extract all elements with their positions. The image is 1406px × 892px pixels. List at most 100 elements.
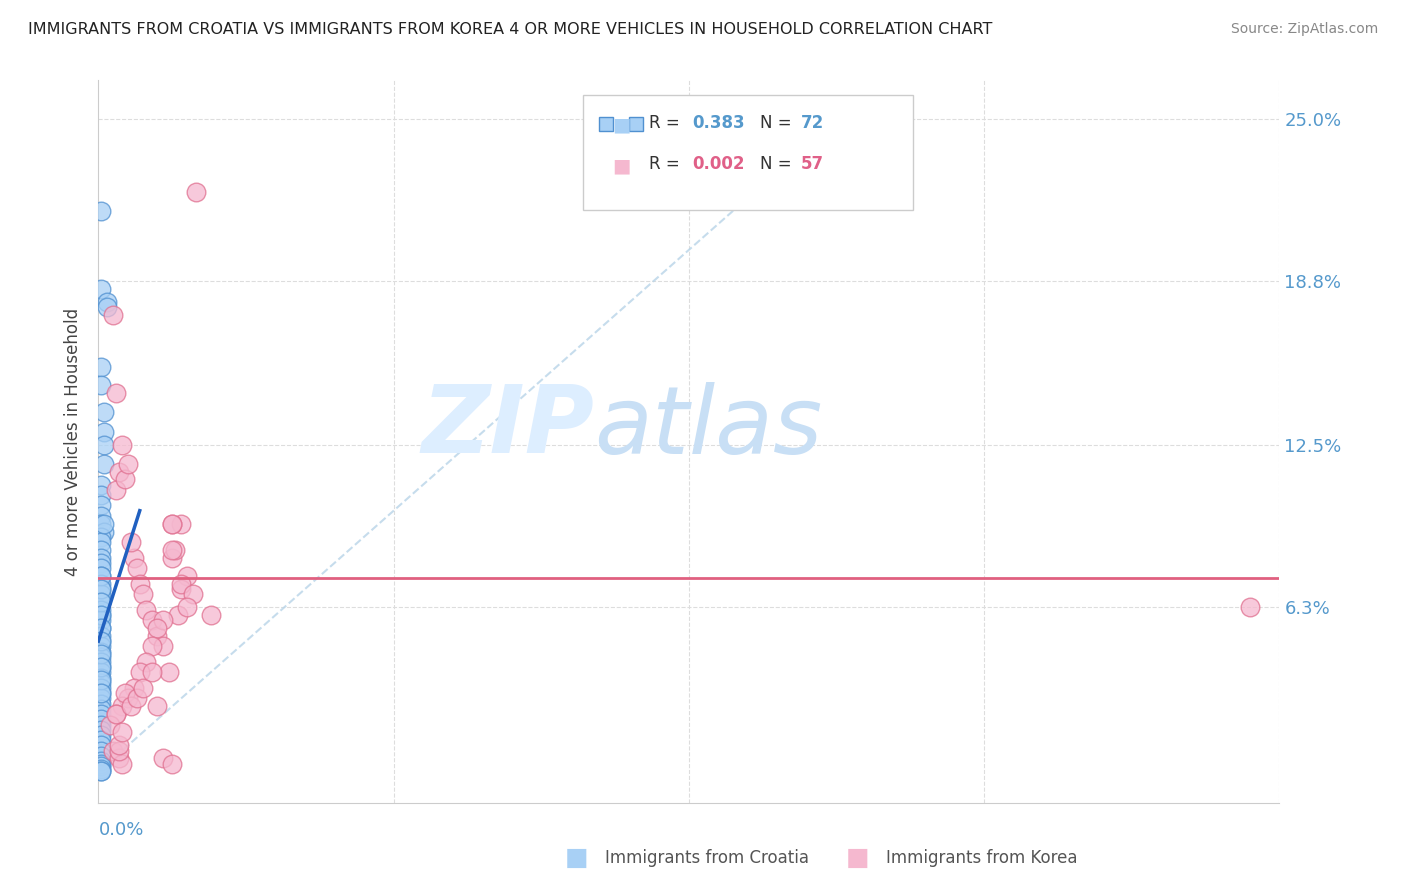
Point [90,607,112,622]
Point [90,634,112,648]
Point [90,629,112,643]
Point [141,613,163,627]
Point [120,535,142,549]
Point [90,707,112,722]
Point [105,386,128,401]
Point [111,699,134,714]
Point [90,697,112,711]
Point [90,621,112,635]
Text: 57: 57 [801,154,824,173]
Point [90,660,112,674]
Point [90,681,112,695]
Point [90,686,112,700]
FancyBboxPatch shape [582,95,914,211]
Point [90,576,112,591]
Point [146,629,169,643]
Point [90,644,112,658]
Point [90,203,112,218]
Y-axis label: 4 or more Vehicles in Household: 4 or more Vehicles in Household [65,308,83,575]
Point [111,725,134,739]
Point [90,647,112,661]
Point [90,282,112,296]
Point [184,186,207,200]
Point [108,744,131,758]
Point [90,673,112,688]
Text: IMMIGRANTS FROM CROATIA VS IMMIGRANTS FROM KOREA 4 OR MORE VEHICLES IN HOUSEHOLD: IMMIGRANTS FROM CROATIA VS IMMIGRANTS FR… [28,22,993,37]
Point [157,665,180,680]
Point [152,613,174,627]
Point [90,582,112,596]
Point [170,582,193,596]
Point [90,561,112,575]
Point [162,756,183,771]
Text: R =: R = [648,113,685,131]
Point [90,621,112,635]
Point [90,671,112,685]
Point [90,649,112,664]
Point [90,569,112,583]
Point [90,660,112,674]
Point [162,542,183,557]
Point [105,707,128,722]
Point [105,483,128,497]
Point [93,457,115,471]
Point [90,762,112,776]
Point [117,457,139,471]
Point [93,524,115,539]
Point [108,465,131,479]
Point [170,576,193,591]
Point [90,756,112,771]
Point [90,508,112,523]
Point [90,360,112,375]
Point [90,378,112,392]
Point [117,691,139,706]
Point [132,681,155,695]
Point [90,582,112,596]
Point [152,640,174,654]
Point [176,600,198,615]
Point [90,723,112,737]
Point [176,569,198,583]
Point [135,655,157,669]
Point [122,681,145,695]
Point [141,665,163,680]
Point [200,607,222,622]
Text: ■: ■ [612,156,630,175]
Text: 0.002: 0.002 [693,154,745,173]
Point [93,516,115,531]
Text: Immigrants from Korea: Immigrants from Korea [886,849,1077,867]
Point [105,707,128,722]
Point [120,699,142,714]
Point [90,613,112,627]
Point [146,699,169,714]
Point [128,576,150,591]
Point [96,295,118,310]
Point [90,587,112,601]
Point [90,739,112,753]
Point [90,516,112,531]
Point [90,477,112,491]
Point [1239,600,1261,615]
Point [167,607,190,622]
Point [90,675,112,690]
Text: R =: R = [648,154,685,173]
Point [90,754,112,768]
Text: ■: ■ [846,847,869,870]
Point [162,550,183,565]
Point [90,712,112,726]
Text: ■: ■ [612,115,630,134]
Point [90,764,112,779]
Point [90,748,112,763]
Point [90,499,112,513]
Point [90,686,112,700]
Point [152,751,174,765]
Point [90,764,112,779]
Point [90,603,112,617]
Point [114,472,136,486]
Point [90,530,112,544]
Point [114,686,136,700]
Point [103,308,125,322]
Point [90,640,112,654]
Point [90,728,112,742]
Point [135,603,157,617]
